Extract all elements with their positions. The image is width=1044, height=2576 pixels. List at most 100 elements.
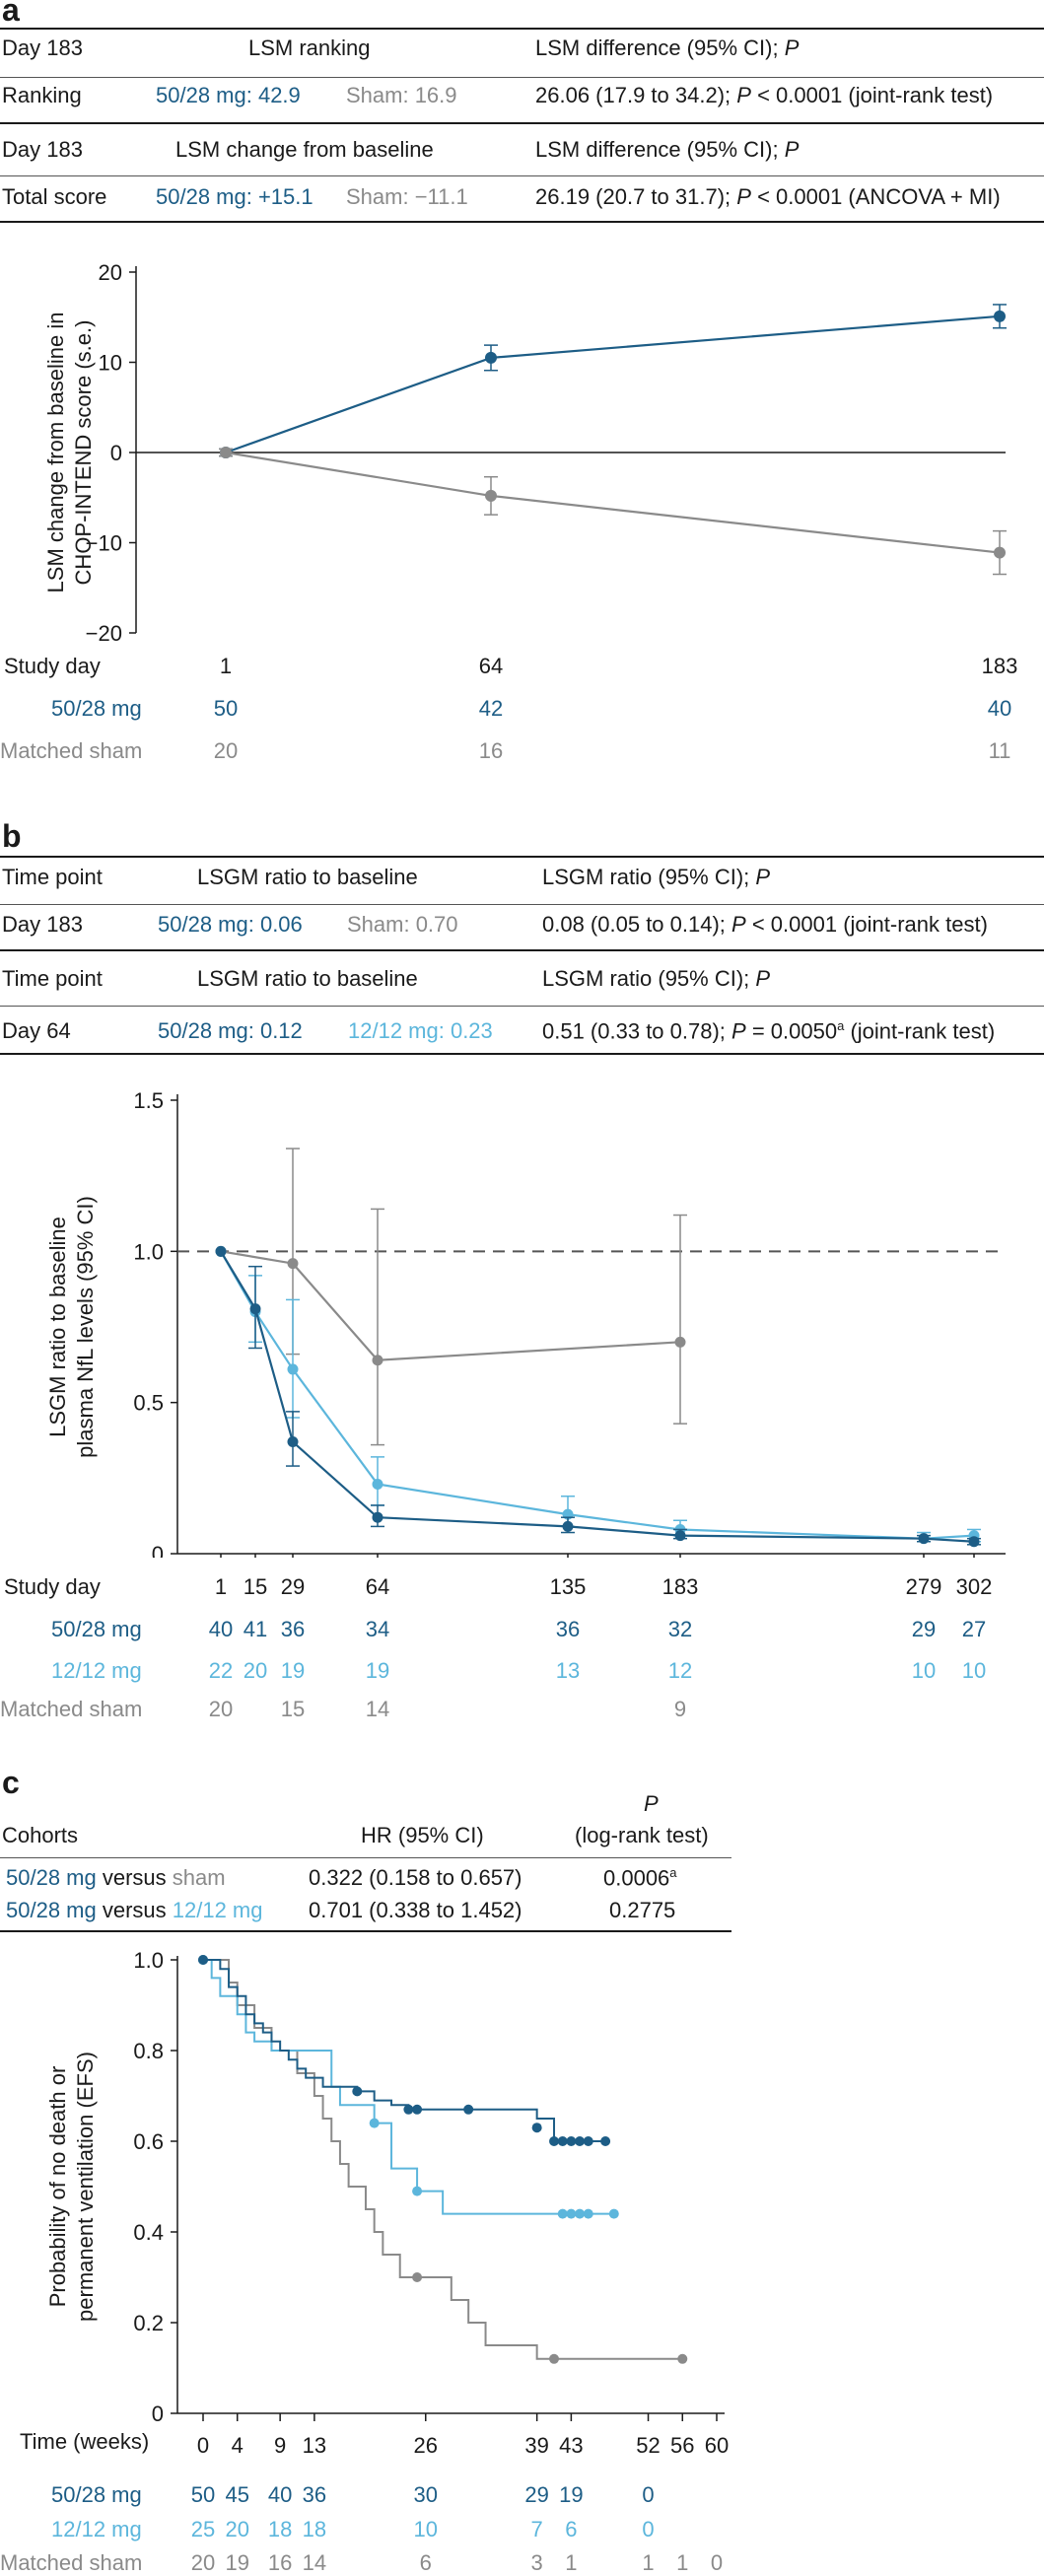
censor-mark (531, 2123, 542, 2133)
count-cell: 0 (710, 2550, 724, 2575)
series-line-0 (225, 314, 1001, 454)
table-rule (0, 949, 1044, 951)
count-cell: 45 (225, 2482, 249, 2507)
censor-mark (403, 2104, 414, 2115)
x-tick-label: 52 (636, 2433, 660, 2458)
x-tick-label: 9 (274, 2433, 286, 2458)
row-label: Ranking (2, 83, 82, 107)
data-point (562, 1520, 574, 1532)
count-cell: 3 (530, 2550, 543, 2575)
data-point (994, 310, 1006, 322)
row-label: 50/28 mg versus 12/12 mg (6, 1898, 263, 1922)
censor-mark (575, 2136, 586, 2146)
censor-mark (566, 2136, 577, 2146)
count-cell: 19 (365, 1658, 390, 1683)
count-cell: 0 (642, 2482, 655, 2507)
x-tick-label: 56 (670, 2433, 694, 2458)
count-row-label: Study day (4, 654, 101, 678)
y-tick-label: 0.4 (133, 2220, 164, 2245)
count-cell: 0 (642, 2517, 655, 2541)
table-rule (0, 1930, 731, 1932)
data-point (220, 447, 232, 458)
censor-mark (198, 1955, 208, 1965)
censor-mark (549, 2353, 560, 2364)
count-cell: 20 (208, 1697, 234, 1721)
header-cell: LSGM ratio (95% CI); P (542, 966, 771, 991)
y-axis-label-line1: LSM change from baseline in (43, 313, 68, 593)
count-cell: 30 (413, 2482, 439, 2507)
censor-mark (549, 2136, 560, 2146)
header-cell: LSM difference (95% CI); P (535, 35, 800, 60)
count-row-label: Time (weeks) (20, 2429, 150, 2454)
count-cell: 183 (981, 654, 1018, 678)
y-tick-label: 0 (152, 1542, 164, 1558)
data-point (287, 1436, 299, 1448)
table-rule (0, 856, 1044, 858)
y-axis-label-line2: plasma NfL levels (95% CI) (73, 1196, 98, 1458)
censor-mark (412, 2272, 423, 2282)
y-tick-label: 0 (152, 2402, 164, 2426)
y-tick-label: 1.0 (133, 1239, 164, 1264)
value-cell: 0.0006a (603, 1865, 677, 1891)
x-tick-label: 39 (524, 2433, 548, 2458)
x-tick-label: 0 (197, 2433, 209, 2458)
count-cell: 14 (365, 1697, 390, 1721)
table-rule (0, 122, 1044, 124)
data-point (674, 1336, 686, 1348)
series-line-2 (220, 1250, 681, 1361)
y-tick-label: −10 (86, 531, 122, 556)
data-point (287, 1363, 299, 1375)
censor-mark (352, 2086, 363, 2097)
row-label: Day 183 (2, 912, 83, 937)
count-cell: 302 (955, 1574, 993, 1599)
count-cell: 183 (661, 1574, 699, 1599)
count-cell: 20 (213, 738, 239, 763)
x-tick-label: 26 (414, 2433, 438, 2458)
km-curve-2 (203, 1959, 683, 2360)
count-cell: 18 (302, 2517, 327, 2541)
value-cell: 12/12 mg: 0.23 (348, 1018, 493, 1043)
count-row-label: Matched sham (0, 738, 143, 763)
count-cell: 40 (987, 696, 1012, 721)
count-cell: 7 (530, 2517, 543, 2541)
censor-mark (608, 2208, 619, 2219)
header-cell: Time point (2, 865, 103, 889)
count-cell: 20 (190, 2550, 216, 2575)
value-cell: 0.322 (0.158 to 0.657) (309, 1865, 522, 1890)
count-cell: 42 (478, 696, 504, 721)
count-cell: 64 (365, 1574, 390, 1599)
value-cell: 50/28 mg: 0.06 (158, 912, 303, 937)
count-cell: 36 (302, 2482, 327, 2507)
y-tick-label: 10 (99, 351, 122, 376)
count-cell: 32 (667, 1617, 693, 1641)
km-curve-1 (203, 1959, 614, 2215)
count-cell: 36 (280, 1617, 306, 1641)
count-cell: 1 (565, 2550, 578, 2575)
count-cell: 11 (988, 738, 1011, 763)
count-cell: 20 (243, 1658, 268, 1683)
count-cell: 20 (225, 2517, 249, 2541)
data-point (372, 1511, 383, 1523)
km-curve-0 (203, 1959, 606, 2142)
censor-mark (369, 2118, 380, 2128)
count-row-label: Matched sham (0, 1697, 143, 1721)
x-tick-label: 13 (303, 2433, 326, 2458)
count-cell: 6 (565, 2517, 578, 2541)
count-cell: 29 (524, 2482, 549, 2507)
series-line-1 (220, 1250, 975, 1540)
chart-c: 00.20.40.60.81.00 4 9 13 26 39 43 52 56 60Probabi… (45, 1948, 729, 2458)
row-label: Day 64 (2, 1018, 71, 1043)
x-tick-label: 60 (705, 2433, 729, 2458)
data-point (215, 1245, 227, 1257)
count-cell: 9 (673, 1697, 687, 1721)
count-cell: 1 (219, 654, 233, 678)
header-cell: (log-rank test) (575, 1823, 709, 1847)
censor-mark (412, 2104, 423, 2115)
row-label: 50/28 mg versus sham (6, 1865, 226, 1890)
count-row-label: 12/12 mg (51, 2517, 142, 2541)
y-tick-label: 0.5 (133, 1391, 164, 1416)
table-rule (0, 28, 1044, 30)
count-cell: 15 (243, 1574, 268, 1599)
value-cell: 26.19 (20.7 to 31.7); P < 0.0001 (ANCOVA… (535, 184, 1001, 209)
data-point (372, 1478, 383, 1490)
